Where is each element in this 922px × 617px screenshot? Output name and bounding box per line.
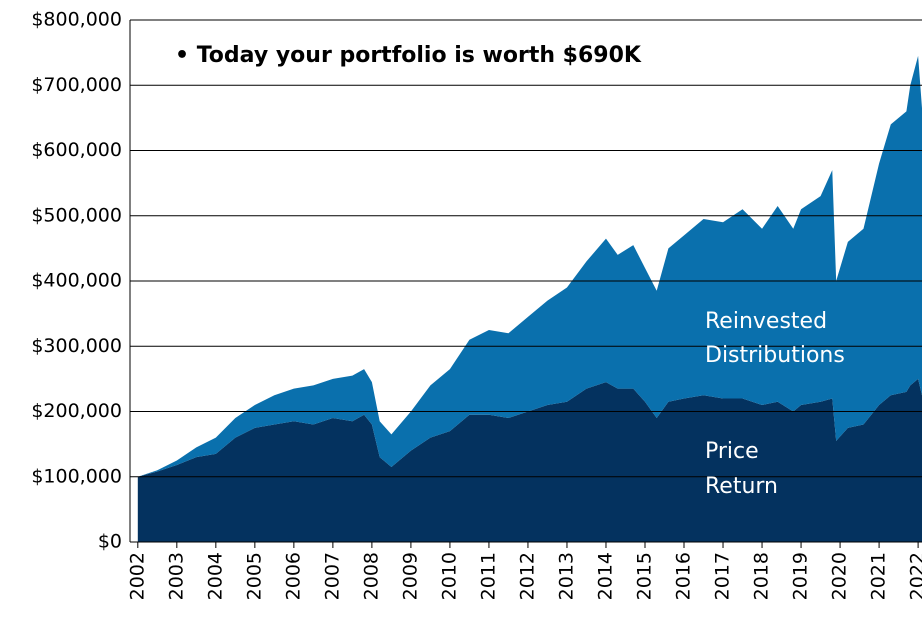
annotation: Return — [705, 474, 778, 499]
chart-title: • Today your portfolio is worth $690K — [175, 43, 642, 68]
x-tick-label: 2006 — [282, 552, 304, 600]
x-tick-label: 2013 — [555, 552, 577, 600]
x-tick-label: 2019 — [790, 552, 812, 600]
x-tick-label: 2011 — [477, 552, 499, 600]
y-tick-label: $500,000 — [31, 204, 122, 226]
x-tick-label: 2017 — [712, 552, 734, 600]
y-tick-label: $300,000 — [31, 335, 122, 357]
y-tick-label: $400,000 — [31, 270, 122, 292]
x-tick-label: 2022 — [907, 552, 922, 600]
y-tick-label: $200,000 — [31, 400, 122, 422]
x-tick-label: 2020 — [829, 552, 851, 600]
x-tick-label: 2016 — [673, 552, 695, 600]
y-tick-label: $0 — [98, 531, 122, 553]
annotation: Distributions — [705, 343, 845, 368]
x-tick-label: 2005 — [243, 552, 265, 600]
x-tick-label: 2008 — [360, 552, 382, 600]
x-tick-label: 2009 — [399, 552, 421, 600]
y-tick-label: $100,000 — [31, 465, 122, 487]
x-tick-label: 2004 — [204, 552, 226, 600]
area — [137, 55, 922, 477]
y-tick-label: $700,000 — [31, 74, 122, 96]
x-tick-label: 2003 — [165, 552, 187, 600]
x-tick-label: 2002 — [126, 552, 148, 600]
x-tick-label: 2012 — [516, 552, 538, 600]
x-tick-label: 2010 — [438, 552, 460, 600]
y-tick-label: $800,000 — [31, 9, 122, 31]
x-tick-label: 2021 — [868, 552, 890, 600]
x-tick-label: 2007 — [321, 552, 343, 600]
annotation: Reinvested — [705, 309, 827, 334]
x-tick-label: 2015 — [633, 552, 655, 600]
x-tick-label: 2018 — [751, 552, 773, 600]
y-tick-label: $600,000 — [31, 139, 122, 161]
area — [137, 378, 922, 542]
annotation: Price — [705, 439, 759, 464]
x-tick-label: 2014 — [594, 552, 616, 600]
